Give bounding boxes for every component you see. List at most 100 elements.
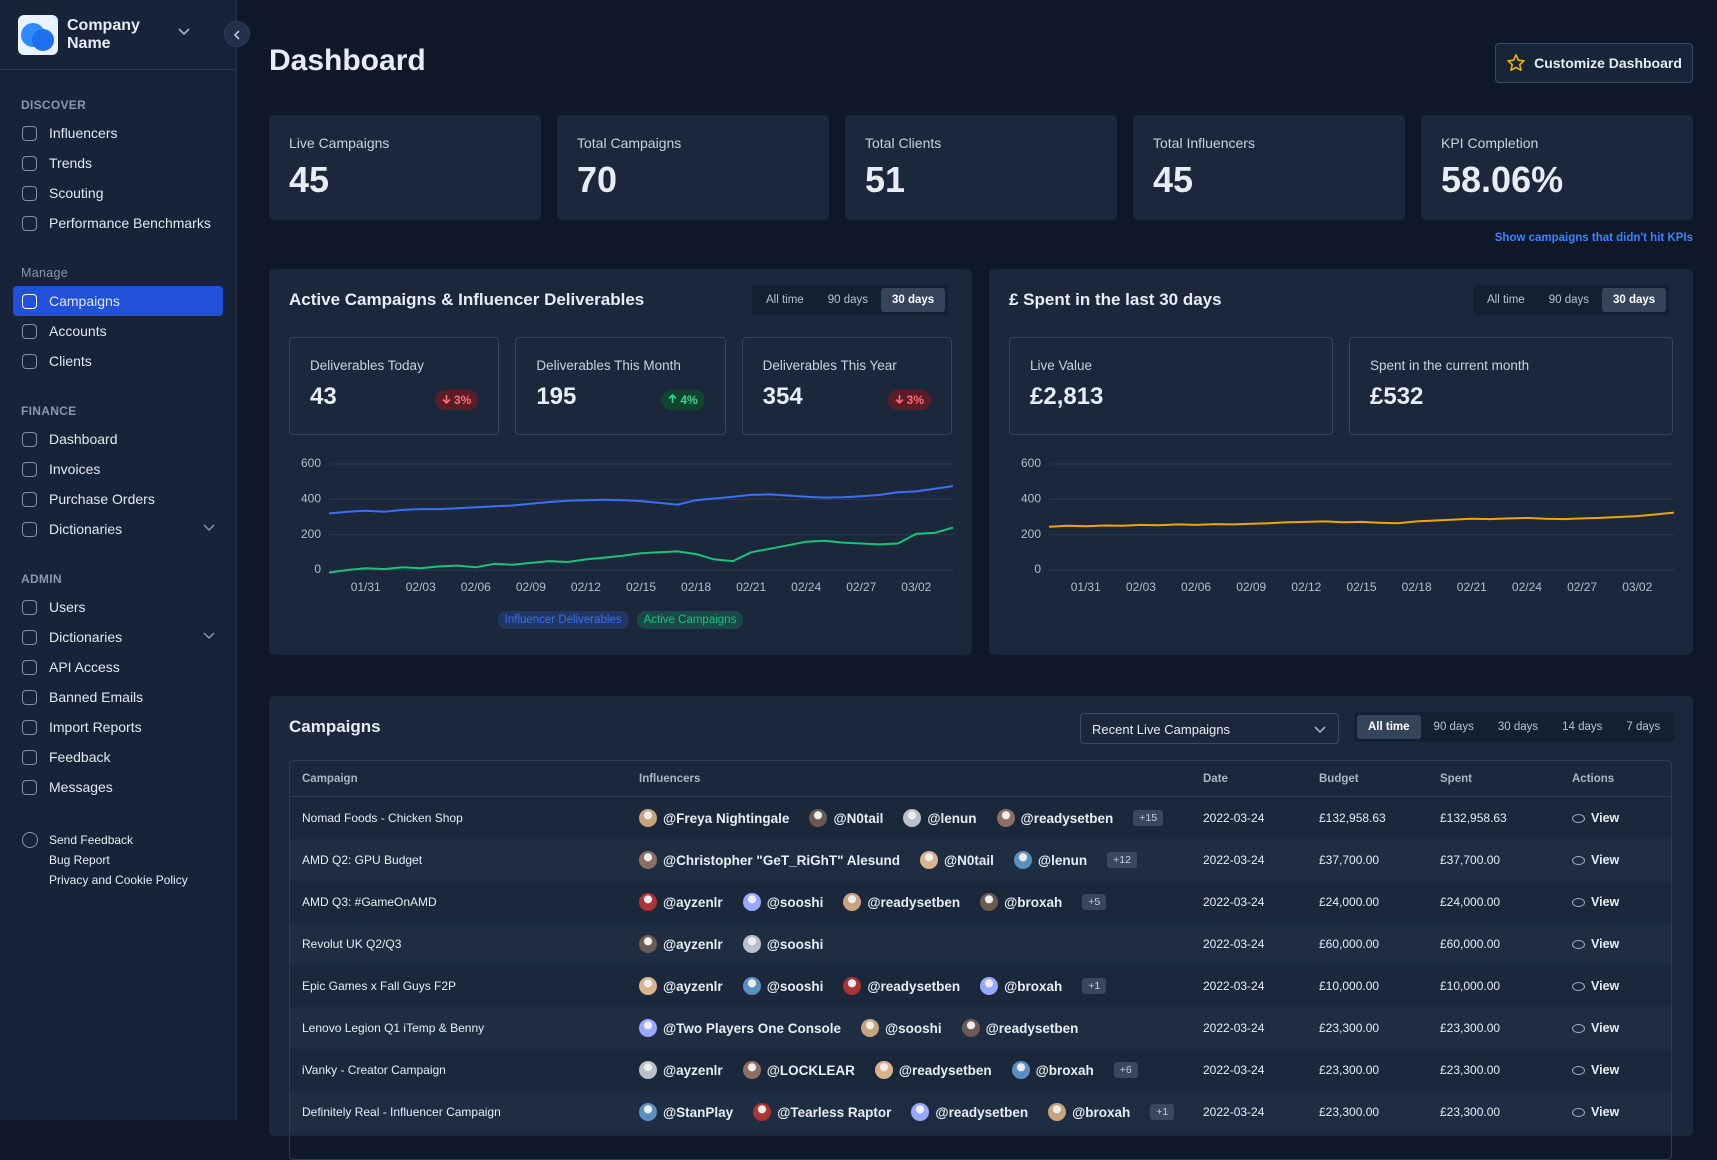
nav-item[interactable]: Scouting: [13, 178, 223, 208]
legend-item[interactable]: Influencer Deliverables: [497, 611, 629, 629]
influencer[interactable]: @broxah: [1011, 1061, 1094, 1079]
influencer[interactable]: @ayzenlr: [639, 977, 723, 995]
footer-link[interactable]: Bug Report: [49, 853, 110, 867]
brand: Company Name: [0, 0, 250, 70]
panel-title: Campaigns: [289, 717, 381, 736]
nav-label: Purchase Orders: [49, 491, 155, 507]
range-tab[interactable]: 30 days: [1497, 721, 1539, 733]
company-name[interactable]: Company Name: [67, 17, 140, 52]
influencer[interactable]: @readysetben: [843, 893, 960, 911]
dropdown[interactable]: Recent Live Campaigns: [1080, 713, 1339, 744]
collapse-button[interactable]: [224, 21, 250, 47]
influencer[interactable]: @Christopher "GeT_RiGhT" Alesund: [639, 851, 900, 869]
chevron[interactable]: [203, 632, 215, 640]
nav-item[interactable]: Accounts: [13, 316, 223, 346]
range-tab[interactable]: 90 days: [1548, 294, 1589, 306]
influencer[interactable]: @readysetben: [996, 809, 1113, 827]
influencer[interactable]: @N0tail: [809, 809, 883, 827]
nav-item[interactable]: Users: [13, 592, 223, 622]
influencer[interactable]: @LOCKLEAR: [742, 1061, 855, 1079]
trend-arrow: [668, 393, 677, 403]
influencer[interactable]: @readysetben: [911, 1103, 1028, 1121]
nav-item[interactable]: Banned Emails: [13, 682, 223, 712]
campaign-name: Epic Games x Fall Guys F2P: [302, 979, 457, 993]
footer-link[interactable]: Privacy and Cookie Policy: [49, 873, 188, 887]
influencer[interactable]: @broxah: [980, 893, 1062, 911]
sidebar: Company Name DISCOVER Influencers Trends Sc…: [0, 0, 250, 1120]
influencer[interactable]: @readysetben: [961, 1019, 1078, 1037]
range-tab[interactable]: 30 days: [880, 288, 946, 312]
influencer[interactable]: @ayzenlr: [639, 1061, 723, 1079]
influencer[interactable]: @lenun: [903, 809, 977, 827]
customize-button[interactable]: Customize Dashboard: [1495, 43, 1693, 83]
influencer[interactable]: @readysetben: [874, 1061, 992, 1079]
influencer[interactable]: @ayzenlr: [639, 935, 723, 953]
kpi-link[interactable]: Show campaigns that didn't hit KPIs: [1494, 232, 1693, 244]
view-action[interactable]: View: [1572, 1063, 1671, 1077]
nav-item[interactable]: Messages: [13, 772, 223, 802]
influencer[interactable]: @sooshi: [742, 935, 823, 953]
influencer[interactable]: @sooshi: [742, 893, 823, 911]
card-label: Live Value: [1030, 358, 1093, 373]
nav-icon: [22, 689, 37, 705]
influencer[interactable]: @StanPlay: [639, 1103, 733, 1121]
nav-item[interactable]: Feedback: [13, 742, 223, 772]
influencer-name: @broxah: [1004, 978, 1063, 994]
nav-item[interactable]: Influencers: [13, 118, 223, 148]
card-label: Deliverables This Month: [536, 358, 681, 373]
range-tab[interactable]: 90 days: [827, 294, 868, 306]
range-tab[interactable]: All time: [1357, 715, 1421, 739]
budget: £60,000.00: [1319, 937, 1380, 951]
influencer[interactable]: @broxah: [980, 977, 1062, 995]
influencer[interactable]: @readysetben: [843, 977, 960, 995]
nav-item[interactable]: Dictionaries: [13, 514, 223, 544]
influencer[interactable]: @N0tail: [919, 851, 994, 869]
range-tab[interactable]: All time: [1487, 294, 1525, 306]
range-tab[interactable]: 30 days: [1601, 288, 1667, 312]
view-action[interactable]: View: [1572, 895, 1671, 909]
nav-item[interactable]: API Access: [13, 652, 223, 682]
nav-item[interactable]: Import Reports: [13, 712, 223, 742]
change-badge: 3%: [434, 390, 479, 410]
range-tab[interactable]: 14 days: [1562, 721, 1603, 733]
influencer[interactable]: @Two Players One Console: [639, 1019, 841, 1037]
avatar: [753, 1103, 772, 1121]
legend-item[interactable]: Active Campaigns: [636, 611, 744, 629]
chevron[interactable]: [203, 524, 215, 532]
range-tab[interactable]: 90 days: [1433, 721, 1474, 733]
footer-link[interactable]: Send Feedback: [49, 833, 134, 847]
button-label: Customize Dashboard: [1534, 55, 1682, 71]
view-action[interactable]: View: [1572, 937, 1671, 951]
series-line: [328, 485, 954, 515]
view-action[interactable]: View: [1572, 1105, 1671, 1119]
arrow-path: [668, 393, 677, 403]
view-action[interactable]: View: [1572, 979, 1671, 993]
influencer[interactable]: @Freya Nightingale: [639, 809, 789, 827]
nav-item[interactable]: Campaigns: [13, 286, 223, 316]
range-tab[interactable]: 7 days: [1626, 721, 1661, 733]
avatar: [903, 809, 922, 827]
nav-item[interactable]: Clients: [13, 346, 223, 376]
view-action[interactable]: View: [1572, 853, 1671, 867]
influencer[interactable]: @lenun: [1013, 851, 1087, 869]
influencer[interactable]: @broxah: [1048, 1103, 1130, 1121]
influencer[interactable]: @sooshi: [742, 977, 823, 995]
range-tab[interactable]: All time: [766, 294, 804, 306]
dropdown-label: Recent Live Campaigns: [1092, 722, 1231, 737]
influencer[interactable]: @Tearless Raptor: [753, 1103, 891, 1121]
nav-item[interactable]: Invoices: [13, 454, 223, 484]
caret[interactable]: [178, 28, 190, 36]
change-value: 3%: [906, 393, 924, 407]
view-action[interactable]: View: [1572, 811, 1671, 825]
nav-item[interactable]: Performance Benchmarks: [13, 208, 223, 238]
table-row: Nomad Foods - Chicken Shop @Freya Nightin…: [290, 797, 1671, 839]
nav-item[interactable]: Dashboard: [13, 424, 223, 454]
influencer[interactable]: @sooshi: [860, 1019, 942, 1037]
view-action[interactable]: View: [1572, 1021, 1671, 1035]
influencer[interactable]: @ayzenlr: [639, 893, 723, 911]
nav-item[interactable]: Dictionaries: [13, 622, 223, 652]
y-tick-label: 600: [1021, 456, 1041, 470]
avatar: [996, 809, 1015, 827]
nav-item[interactable]: Purchase Orders: [13, 484, 223, 514]
nav-item[interactable]: Trends: [13, 148, 223, 178]
